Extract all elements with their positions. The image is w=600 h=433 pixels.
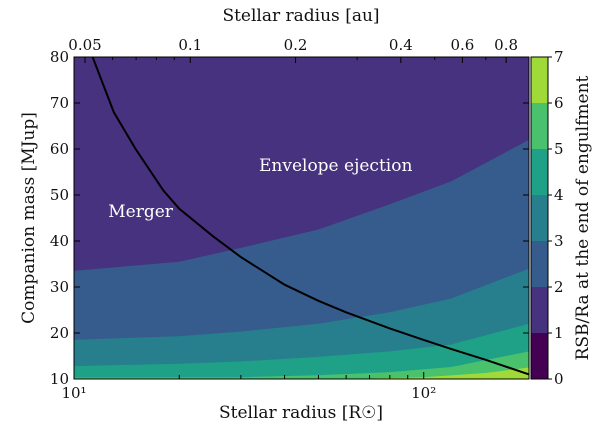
annotation-merger: Merger xyxy=(108,202,174,222)
contour-band-3 xyxy=(74,323,529,379)
x-tick-label-10: 10¹ xyxy=(61,384,86,402)
top-axis-label: Stellar radius [au] xyxy=(222,6,379,26)
plot-area xyxy=(74,57,529,379)
y-tick-label-50: 50 xyxy=(50,186,69,204)
y-tick-label-10: 10 xyxy=(50,370,69,388)
colorbar-frame xyxy=(530,56,549,380)
colorbar-segment-5 xyxy=(531,103,548,149)
top-tick-label-0.6: 0.6 xyxy=(450,36,474,54)
colorbar xyxy=(531,56,552,380)
annotation-envelope-ejection: Envelope ejection xyxy=(259,156,412,176)
contour-band-4 xyxy=(74,351,529,379)
plot-frame xyxy=(73,56,530,380)
contour-bands xyxy=(74,57,529,379)
colorbar-tick-label-3: 3 xyxy=(554,232,564,250)
colorbar-segment-0 xyxy=(531,333,548,379)
top-tick-label-0.8: 0.8 xyxy=(494,36,518,54)
colorbar-segment-1 xyxy=(531,287,548,333)
colorbar-tick-label-6: 6 xyxy=(554,94,564,112)
y-tick-label-20: 20 xyxy=(50,324,69,342)
colorbar-tick-label-2: 2 xyxy=(554,278,564,296)
y-axis-label: Companion mass [MJup] xyxy=(19,112,39,324)
colorbar-tick-labels: 0 1 2 3 4 5 6 7 xyxy=(554,48,564,388)
colorbar-segment-3 xyxy=(531,195,548,241)
colorbar-segment-4 xyxy=(531,149,548,195)
y-tick-labels: 10 20 30 40 50 60 70 80 xyxy=(50,48,69,388)
axis-ticks xyxy=(73,56,530,380)
separatrix-line xyxy=(91,57,529,376)
colorbar-tick-label-5: 5 xyxy=(554,140,564,158)
y-tick-label-60: 60 xyxy=(50,140,69,158)
x-axis-label: Stellar radius [R☉] xyxy=(219,403,383,423)
top-tick-label-0.2: 0.2 xyxy=(284,36,308,54)
y-tick-label-40: 40 xyxy=(50,232,69,250)
top-tick-label-0.4: 0.4 xyxy=(389,36,413,54)
x-tick-labels: 10¹ 10² xyxy=(61,384,436,402)
top-tick-label-0.1: 0.1 xyxy=(178,36,202,54)
colorbar-segment-2 xyxy=(531,241,548,287)
y-tick-label-30: 30 xyxy=(50,278,69,296)
y-tick-label-70: 70 xyxy=(50,94,69,112)
x-tick-label-100: 10² xyxy=(411,384,436,402)
y-tick-label-80: 80 xyxy=(50,48,69,66)
colorbar-segment-6 xyxy=(531,57,548,103)
top-tick-label-0.05: 0.05 xyxy=(68,36,101,54)
top-x-tick-labels: 0.05 0.1 0.2 0.4 0.6 0.8 xyxy=(68,36,518,54)
colorbar-tick-label-0: 0 xyxy=(554,370,564,388)
colorbar-tick-label-4: 4 xyxy=(554,186,564,204)
contour-band-5 xyxy=(346,367,529,379)
colorbar-label: RSB/Ra at the end of engulfment xyxy=(573,75,593,360)
colorbar-tick-label-7: 7 xyxy=(554,48,564,66)
colorbar-tick-label-1: 1 xyxy=(554,324,564,342)
